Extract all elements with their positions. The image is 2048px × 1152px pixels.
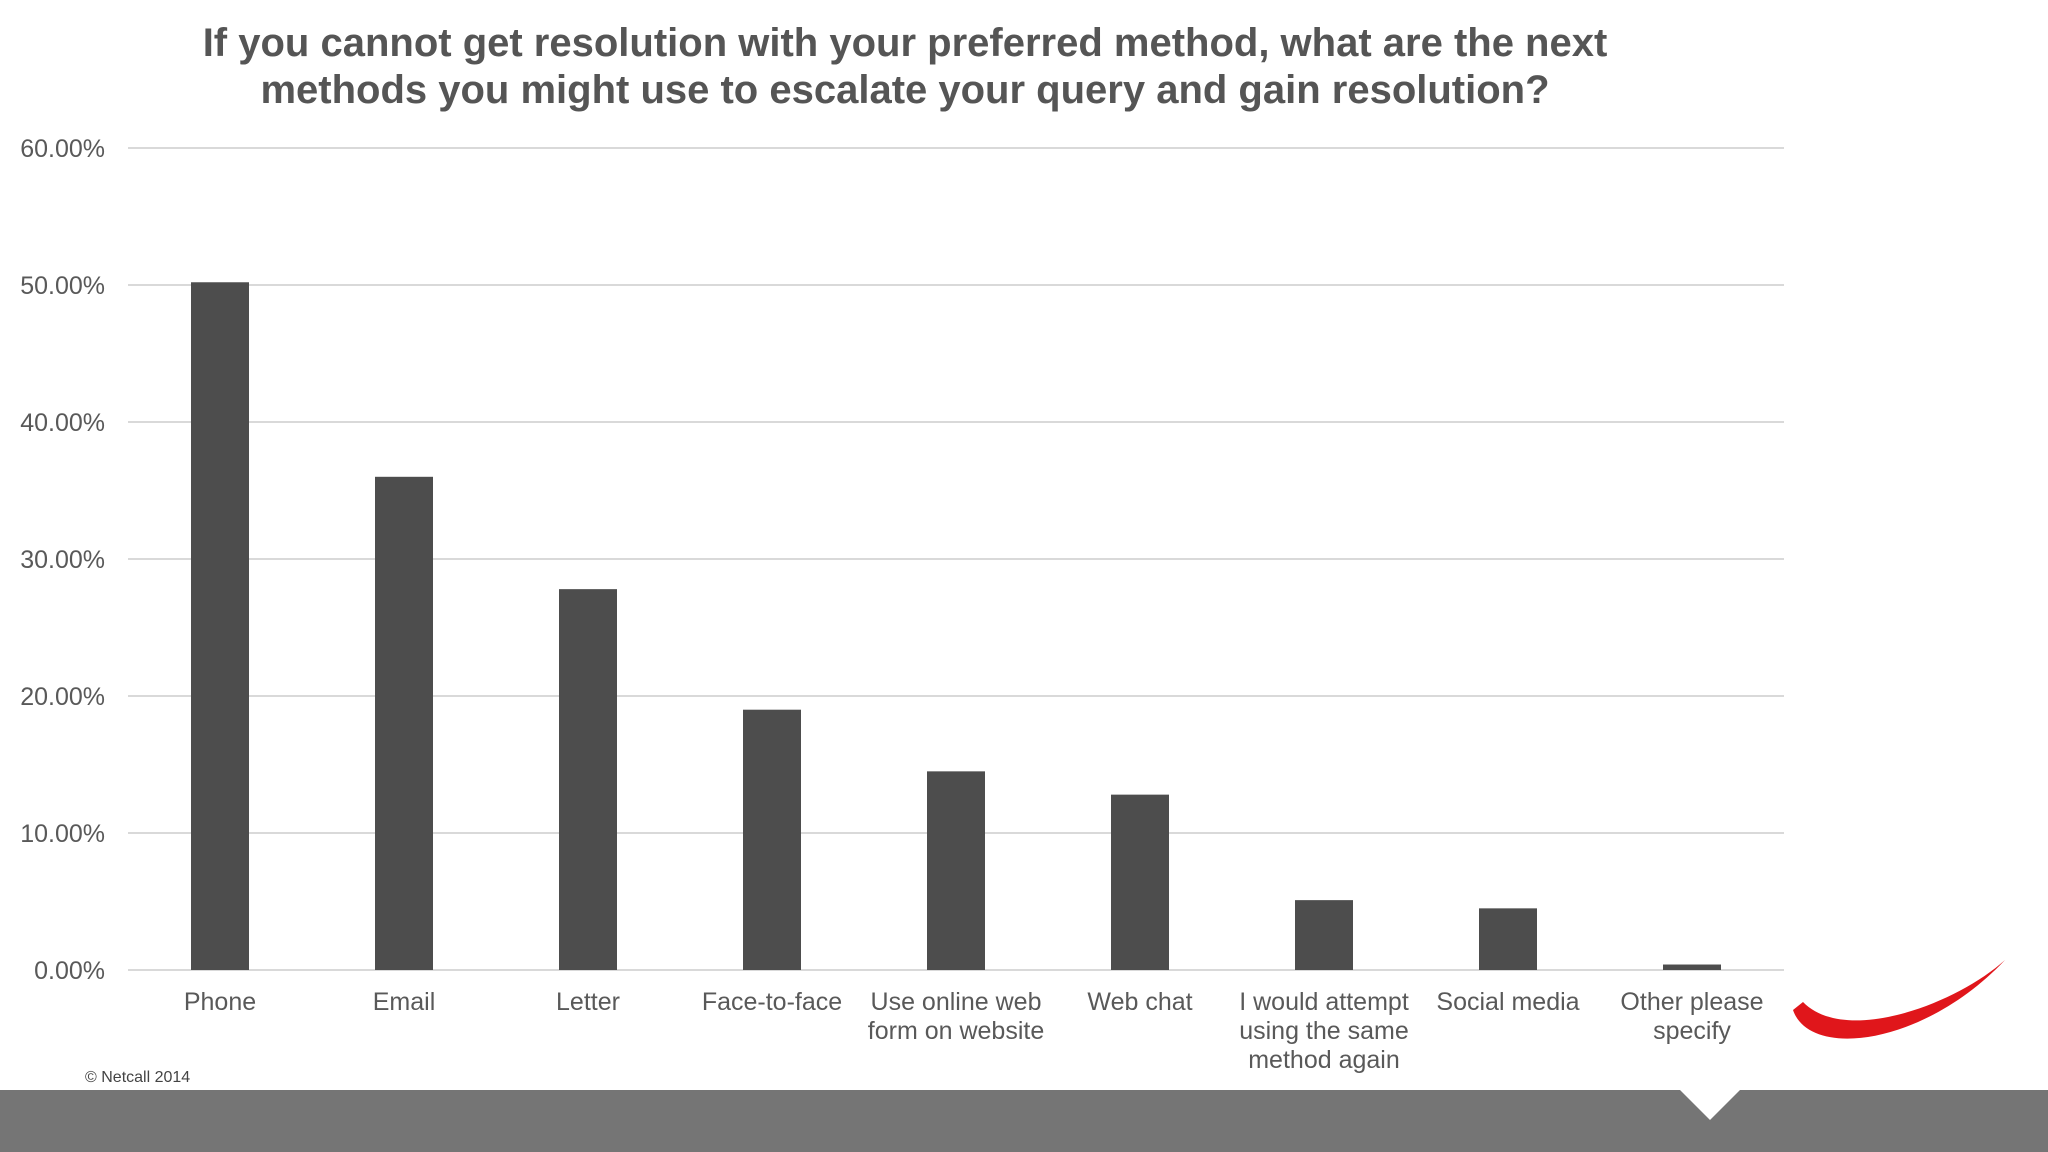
chart-title: If you cannot get resolution with your p… xyxy=(130,20,1680,114)
bar xyxy=(743,709,801,970)
bar-chart: 0.00% 10.00% 20.00% 30.00% 40.00% 50.00% 60.00… xyxy=(20,135,1784,1074)
x-tick-label: Email xyxy=(373,988,436,1016)
x-tick-label: Web chat xyxy=(1087,988,1192,1016)
bar xyxy=(1111,794,1169,970)
bar xyxy=(1663,964,1721,970)
x-tick-label: Face-to-face xyxy=(702,988,842,1016)
x-tick-label: Social media xyxy=(1436,988,1579,1016)
y-tick-label: 0.00% xyxy=(34,957,105,985)
bar xyxy=(927,771,985,970)
bar xyxy=(191,282,249,970)
bar xyxy=(1479,908,1537,970)
y-tick-label: 60.00% xyxy=(20,135,105,163)
chart-title-line-1: If you cannot get resolution with your p… xyxy=(202,21,1608,65)
footer-notch xyxy=(1680,1090,1740,1120)
copyright-text: © Netcall 2014 xyxy=(85,1069,191,1086)
y-tick-label: 10.00% xyxy=(20,820,105,848)
bar xyxy=(1295,900,1353,970)
red-swoosh-logo-icon xyxy=(1793,960,2005,1039)
chart-title-line-2: methods you might use to escalate your q… xyxy=(260,68,1550,112)
y-tick-label: 20.00% xyxy=(20,683,105,711)
x-tick-label: Phone xyxy=(184,988,256,1016)
y-tick-label: 30.00% xyxy=(20,546,105,574)
footer-bar xyxy=(0,1090,2048,1152)
x-tick-label: I would attempt using the same method agai… xyxy=(1239,988,1409,1074)
bar xyxy=(559,589,617,970)
x-tick-label: Letter xyxy=(556,988,620,1016)
y-tick-label: 50.00% xyxy=(20,272,105,300)
x-tick-label: Other please specify xyxy=(1620,988,1763,1045)
bar xyxy=(375,476,433,970)
y-tick-label: 40.00% xyxy=(20,409,105,437)
x-tick-label: Use online web form on website xyxy=(868,988,1044,1045)
